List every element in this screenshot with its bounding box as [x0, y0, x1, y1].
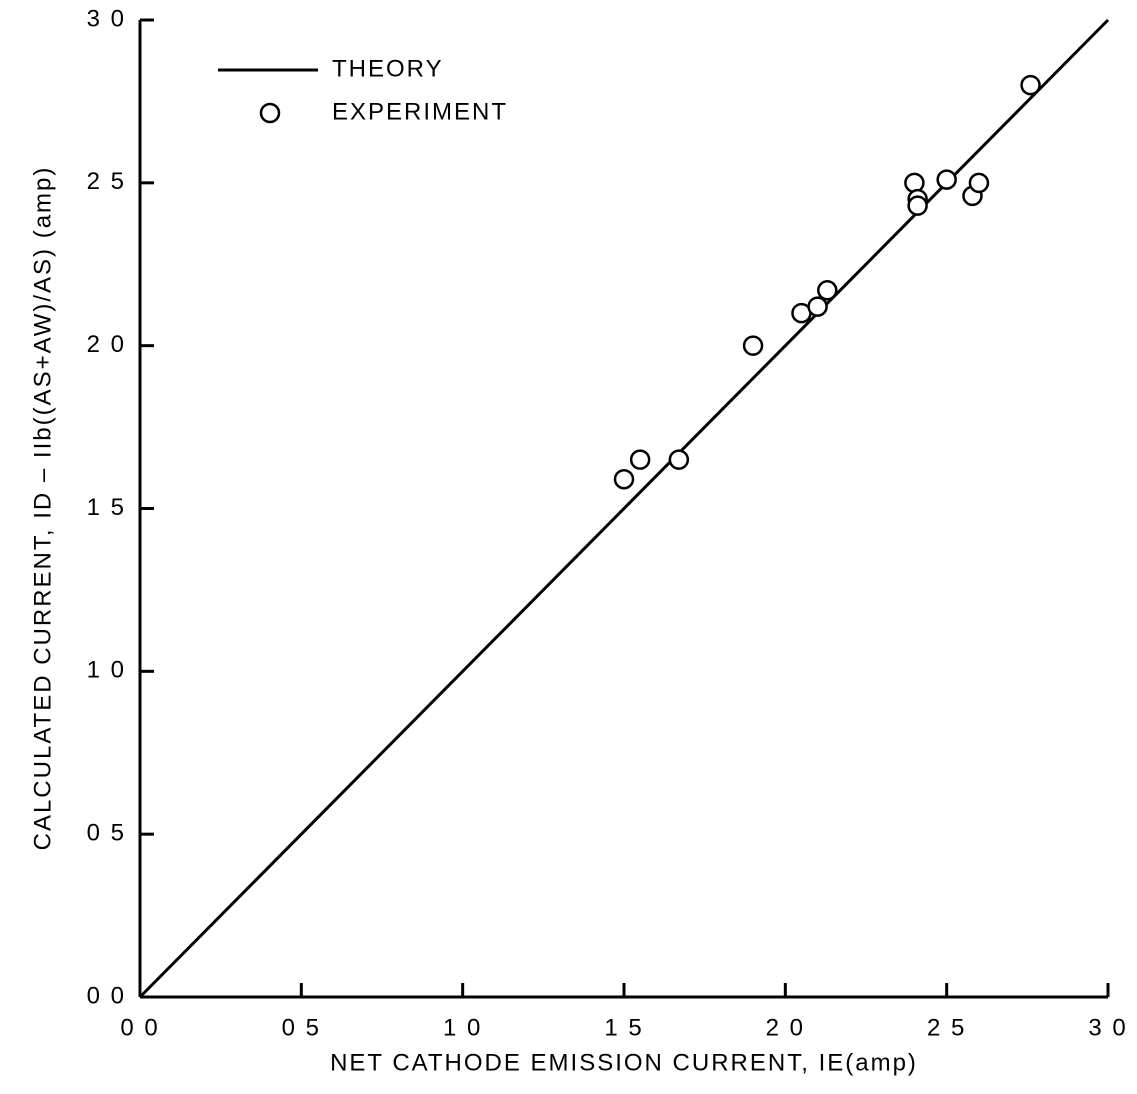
- y-tick-label: 0 5: [87, 820, 126, 847]
- y-tick-label: 0 0: [87, 982, 126, 1009]
- theory-line: [138, 18, 1110, 999]
- x-tick-label: 2 0: [766, 1014, 805, 1041]
- legend-marker: [259, 102, 281, 124]
- data-point: [1020, 74, 1041, 96]
- y-tick-label: 3 0: [87, 5, 126, 32]
- data-point: [807, 296, 828, 317]
- data-point: [936, 169, 957, 190]
- x-tick-label: 1 0: [443, 1014, 482, 1041]
- x-tick-label: 1 5: [604, 1014, 643, 1041]
- x-tick-label: 2 5: [927, 1014, 966, 1041]
- y-axis-label: CALCULATED CURRENT, ID – IIb((AS+AW)/AS)…: [29, 166, 56, 851]
- data-point: [904, 172, 925, 194]
- data-point: [742, 335, 764, 356]
- legend-label: THEORY: [332, 55, 444, 82]
- data-point: [629, 449, 651, 470]
- x-tick-label: 3 0: [1088, 1014, 1127, 1041]
- x-tick-label: 0 0: [120, 1014, 159, 1041]
- y-tick-label: 1 5: [87, 494, 126, 521]
- y-tick-label: 1 0: [87, 657, 126, 684]
- data-point: [668, 449, 690, 470]
- legend-label: EXPERIMENT: [332, 98, 508, 125]
- y-tick-label: 2 0: [87, 331, 126, 358]
- x-tick-label: 0 5: [282, 1014, 321, 1041]
- data-point: [613, 468, 635, 490]
- data-point: [968, 172, 990, 194]
- x-axis-label: NET CATHODE EMISSION CURRENT, IE(amp): [330, 1049, 918, 1076]
- data-point: [907, 195, 928, 216]
- data-point: [817, 280, 838, 301]
- y-tick-label: 2 5: [87, 168, 126, 195]
